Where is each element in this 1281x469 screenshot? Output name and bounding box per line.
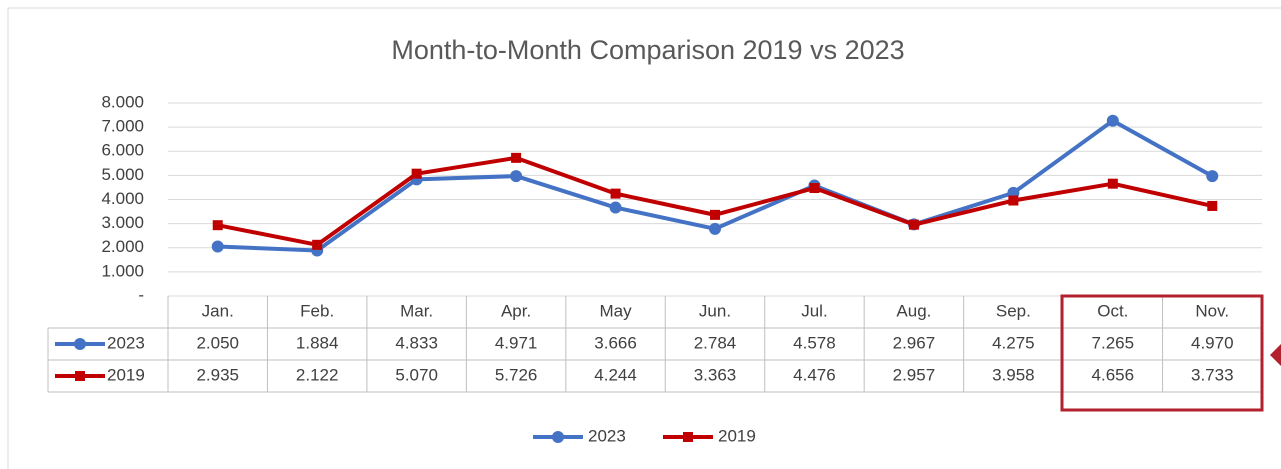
y-tick-label: 1.000 [101, 261, 144, 280]
table-value: 4.244 [594, 365, 637, 384]
point [510, 170, 523, 183]
legend-label: 2023 [588, 426, 626, 445]
y-tick-label: - [138, 285, 144, 304]
x-tick-label: May [599, 301, 632, 320]
point [1106, 114, 1119, 127]
table-value: 7.265 [1092, 333, 1135, 352]
y-tick-label: 2.000 [101, 237, 144, 256]
point [610, 188, 621, 199]
x-tick-label: Feb. [300, 301, 334, 320]
x-tick-label: Nov. [1195, 301, 1229, 320]
table-series-name: 2023 [107, 333, 145, 352]
point [411, 168, 422, 179]
table-series-name: 2019 [107, 365, 145, 384]
x-tick-label: Jan. [202, 301, 234, 320]
pointer-arrow [1270, 344, 1281, 366]
point [709, 222, 721, 235]
point [908, 219, 919, 230]
highlight-box [1060, 294, 1264, 412]
x-tick-label: Oct. [1097, 301, 1128, 320]
y-tick-label: 5.000 [101, 165, 144, 184]
point [609, 201, 622, 214]
y-tick-label: 7.000 [101, 117, 144, 136]
point [312, 239, 323, 250]
chart-title: Month-to-Month Comparison 2019 vs 2023 [391, 35, 904, 65]
table-value: 3.666 [594, 333, 637, 352]
table-value: 2.784 [694, 333, 737, 352]
table-value: 5.726 [495, 365, 538, 384]
table-value: 4.275 [992, 333, 1035, 352]
table-value: 4.833 [395, 333, 438, 352]
point [809, 183, 820, 194]
point [212, 220, 223, 231]
table-value: 2.122 [296, 365, 339, 384]
table-value: 1.884 [296, 333, 339, 352]
table-value: 5.070 [395, 365, 438, 384]
table-value: 2.935 [196, 365, 239, 384]
table-value: 2.957 [893, 365, 936, 384]
table-value: 2.967 [893, 333, 936, 352]
point [211, 240, 224, 253]
y-tick-label: 4.000 [101, 189, 144, 208]
chart-frame [7, 7, 1281, 469]
x-tick-label: Jul. [801, 301, 827, 320]
legend-marker [74, 338, 86, 350]
table-value: 4.476 [793, 365, 836, 384]
table-value: 4.656 [1092, 365, 1135, 384]
x-tick-label: Jun. [699, 301, 731, 320]
x-tick-label: Aug. [896, 301, 931, 320]
table-value: 4.971 [495, 333, 538, 352]
legend-marker [552, 431, 564, 443]
legend-label: 2019 [718, 426, 756, 445]
point [1107, 178, 1118, 189]
table-value: 3.733 [1191, 365, 1234, 384]
point [1008, 195, 1019, 206]
legend-marker [75, 371, 85, 381]
table-value: 4.970 [1191, 333, 1234, 352]
x-tick-label: Mar. [400, 301, 433, 320]
legend-marker [683, 432, 693, 442]
y-tick-label: 6.000 [101, 141, 144, 160]
y-tick-label: 8.000 [101, 92, 144, 111]
point [710, 209, 720, 220]
table-value: 2.050 [196, 333, 239, 352]
x-tick-label: Apr. [501, 301, 531, 320]
y-tick-label: 3.000 [101, 213, 144, 232]
point [1206, 170, 1219, 183]
point [511, 152, 522, 163]
table-value: 4.578 [793, 333, 836, 352]
x-tick-label: Sep. [996, 301, 1031, 320]
point [1207, 200, 1218, 211]
table-value: 3.363 [694, 365, 737, 384]
table-value: 3.958 [992, 365, 1035, 384]
